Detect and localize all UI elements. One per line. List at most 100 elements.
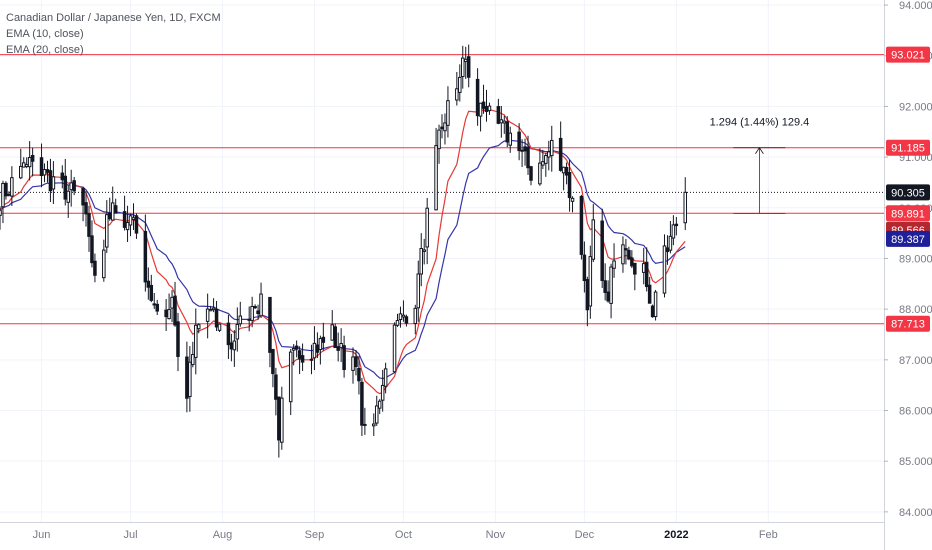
candle-body [647, 284, 652, 304]
candle-body [644, 261, 649, 288]
candle-body [268, 296, 272, 353]
candle-body [128, 215, 133, 226]
price-tick-label: 92.000 [899, 101, 932, 113]
candle-body [30, 154, 35, 162]
candle-body [487, 105, 492, 112]
price-badge [886, 139, 930, 156]
candle-body [167, 309, 171, 320]
candle-body [339, 342, 343, 349]
candle-body [484, 106, 489, 113]
candle-body [505, 121, 510, 143]
price-tick-label: 89.000 [899, 253, 932, 265]
candle-body [42, 169, 47, 176]
time-tick-label: Sep [305, 529, 325, 541]
candle-body [19, 165, 23, 179]
candle-body [143, 230, 148, 283]
price-tick-label: 86.000 [899, 406, 932, 418]
candle-body [336, 346, 340, 351]
candle-body [294, 345, 299, 350]
candle-body [422, 249, 426, 252]
candle-body [481, 101, 486, 109]
candle-body [7, 193, 11, 196]
candle-body [377, 400, 382, 409]
candle-body [69, 182, 73, 191]
candle-body [360, 381, 364, 426]
candle-body [585, 279, 590, 311]
time-tick-label: Nov [486, 529, 506, 541]
candle-body [641, 263, 646, 273]
candle-body [416, 273, 421, 309]
candle-body [588, 256, 593, 307]
candle-body [466, 56, 471, 78]
candle-body [297, 350, 302, 359]
candle-body [309, 358, 314, 361]
candle-body [624, 248, 628, 251]
candle-body [146, 280, 151, 288]
candle-body [274, 374, 278, 400]
candle-body [48, 170, 53, 192]
candle-body [188, 361, 192, 398]
candle-body [662, 245, 667, 294]
candle-body [526, 146, 530, 169]
candle-body [238, 315, 243, 325]
candle-body [567, 172, 572, 199]
price-badge-label: 89.387 [891, 234, 925, 246]
candle-body [205, 308, 210, 322]
candle-body [395, 320, 400, 326]
candle-body [39, 157, 44, 176]
candle-body [520, 149, 524, 152]
time-tick-label: Aug [213, 529, 233, 541]
candle-body [250, 305, 254, 321]
candle-body [4, 182, 8, 197]
candle-body [558, 137, 563, 171]
candle-body [63, 175, 68, 200]
price-badge-label: 89.891 [891, 208, 925, 220]
price-badge [886, 230, 930, 247]
candle-body [544, 155, 548, 164]
candle-body [650, 305, 655, 318]
time-axis-bg [0, 522, 884, 550]
candle-body [671, 224, 676, 239]
candle-body [105, 214, 109, 248]
price-tick-label: 85.000 [899, 456, 932, 468]
indicator-ema10[interactable]: EMA (10, close) [6, 28, 84, 40]
chart-title[interactable]: Canadian Dollar / Japanese Yen, 1D, FXCM [6, 12, 221, 24]
indicator-ema20[interactable]: EMA (20, close) [6, 44, 84, 56]
candle-body [66, 190, 70, 203]
candle-body [176, 321, 180, 357]
candle-body [383, 368, 388, 387]
candle-body [425, 207, 429, 248]
candle-body [591, 219, 596, 260]
candle-body [538, 162, 542, 185]
candle-body [0, 209, 2, 216]
candle-body [81, 188, 85, 206]
candle-body [259, 293, 263, 317]
time-tick-label: Jul [123, 529, 137, 541]
candle-body [102, 249, 106, 279]
candle-body [1, 182, 5, 208]
price-badge-label: 87.713 [891, 319, 925, 331]
candle-body [152, 303, 157, 306]
candle-body [372, 423, 376, 427]
measure-arrow-head [755, 147, 764, 154]
candle-body [288, 351, 293, 403]
candle-body [312, 342, 317, 359]
candle-body [191, 354, 195, 366]
candle-body [458, 76, 462, 93]
candle-body [122, 211, 127, 228]
candle-body [271, 349, 275, 375]
candle-body [683, 191, 688, 224]
candle-body [508, 132, 512, 146]
candle-body [300, 355, 305, 363]
candle-body [463, 58, 468, 63]
measure-tool[interactable]: 1.294 (1.44%) 129.4 [710, 117, 810, 214]
candle-body [164, 309, 168, 318]
candle-body [606, 291, 610, 302]
candle-body [630, 257, 634, 267]
candle-body [401, 314, 406, 318]
candle-body [45, 169, 50, 173]
candle-body [72, 180, 76, 192]
candle-body [392, 324, 397, 373]
